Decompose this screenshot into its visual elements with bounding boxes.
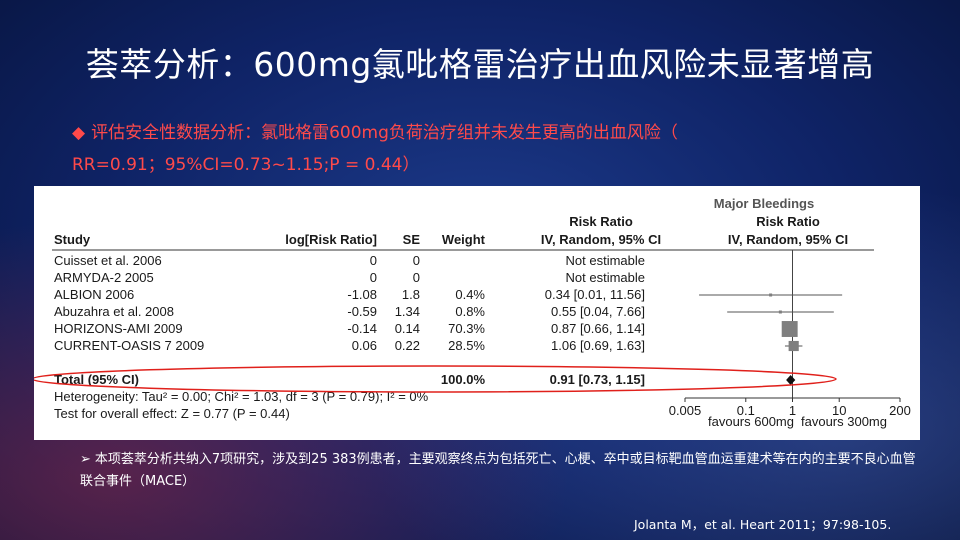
rr-header: Risk Ratio — [569, 214, 633, 229]
table-cell-ci: 0.34 [0.01, 11.56] — [545, 287, 645, 302]
favours-right: favours 300mg — [801, 414, 887, 429]
table-cell-se: 0 — [413, 253, 420, 268]
favours-left: favours 600mg — [708, 414, 794, 429]
total-ci: 0.91 [0.73, 1.15] — [550, 372, 645, 387]
col-se: SE — [403, 232, 421, 247]
overall-effect-text: Test for overall effect: Z = 0.77 (P = 0… — [54, 406, 290, 421]
table-cell-study: ARMYDA-2 2005 — [54, 270, 154, 285]
table-cell-study: Abuzahra et al. 2008 — [54, 304, 174, 319]
table-cell-ci: 0.87 [0.66, 1.14] — [551, 321, 645, 336]
panel-title: Major Bleedings — [714, 196, 814, 211]
bullet-line-1: ◆ 评估安全性数据分析：氯吡格雷600mg负荷治疗组并未发生更高的出血风险（ — [72, 118, 678, 143]
table-cell-logrr: -1.08 — [347, 287, 377, 302]
table-cell-weight: 28.5% — [448, 338, 485, 353]
plot-subheader: IV, Random, 95% CI — [728, 232, 848, 247]
plot-header: Risk Ratio — [756, 214, 820, 229]
plot-area: 0.005 0.1 1 10 200 — [669, 250, 911, 418]
heterogeneity-text: Heterogeneity: Tau² = 0.00; Chi² = 1.03,… — [54, 389, 429, 404]
table-cell-logrr: 0 — [370, 253, 377, 268]
point-estimate-square — [781, 321, 798, 337]
table-cell-se: 0.14 — [395, 321, 420, 336]
table-cell-ci: 0.55 [0.04, 7.66] — [551, 304, 645, 319]
rr-subheader: IV, Random, 95% CI — [541, 232, 661, 247]
col-study: Study — [54, 232, 91, 247]
forest-plot-figure: Major Bleedings Risk Ratio Risk Ratio St… — [34, 186, 920, 440]
bullet-line-2: RR=0.91；95%CI=0.73~1.15;P = 0.44） — [72, 155, 420, 175]
total-weight: 100.0% — [441, 372, 486, 387]
table-cell-weight: 70.3% — [448, 321, 485, 336]
table-cell-ci: Not estimable — [566, 270, 645, 285]
note-text: 本项荟萃分析共纳入7项研究，涉及到25 383例患者，主要观察终点为包括死亡、心… — [80, 452, 916, 489]
table-cell-logrr: 0 — [370, 270, 377, 285]
table-cell-study: Cuisset et al. 2006 — [54, 253, 162, 268]
point-estimate-square — [778, 310, 782, 314]
table-cell-se: 0.22 — [395, 338, 420, 353]
diamond-bullet-icon: ◆ — [72, 123, 86, 143]
pooled-estimate-diamond — [786, 375, 796, 385]
x-axis-tick-label: 10 — [832, 403, 846, 418]
point-estimate-square — [769, 293, 773, 297]
table-cell-study: HORIZONS-AMI 2009 — [54, 321, 183, 336]
table-cell-study: CURRENT-OASIS 7 2009 — [54, 338, 204, 353]
x-axis-tick-label: 200 — [889, 403, 911, 418]
table-cell-weight: 0.8% — [455, 304, 485, 319]
forest-plot-svg: Major Bleedings Risk Ratio Risk Ratio St… — [34, 196, 911, 429]
arrow-bullet-icon: ➢ — [80, 452, 91, 467]
x-axis-tick-label: 0.1 — [737, 403, 755, 418]
table-cell-logrr: 0.06 — [352, 338, 377, 353]
bullet-text-1: 评估安全性数据分析：氯吡格雷600mg负荷治疗组并未发生更高的出血风险（ — [91, 123, 678, 143]
table-cell-logrr: -0.14 — [347, 321, 377, 336]
total-label: Total (95% CI) — [54, 372, 139, 387]
table-cell-se: 1.8 — [402, 287, 420, 302]
table-cell-se: 1.34 — [395, 304, 420, 319]
table-cell-ci: 1.06 [0.69, 1.63] — [551, 338, 645, 353]
total-highlight-ellipse — [34, 365, 837, 393]
study-note: ➢ 本项荟萃分析共纳入7项研究，涉及到25 383例患者，主要观察终点为包括死亡、… — [80, 449, 920, 493]
table-cell-ci: Not estimable — [566, 253, 645, 268]
table-rows: Cuisset et al. 2006 0 0 Not estimable ARMYDA… — [54, 253, 645, 353]
point-estimate-square — [788, 340, 799, 352]
x-axis-tick-label: 0.005 — [669, 403, 702, 418]
slide-title: 荟萃分析：600mg氯吡格雷治疗出血风险未显著增高 — [85, 45, 875, 84]
col-weight: Weight — [442, 232, 486, 247]
table-cell-logrr: -0.59 — [347, 304, 377, 319]
col-logrr: log[Risk Ratio] — [285, 232, 377, 247]
citation: Jolanta M，et al. Heart 2011；97:98-105. — [634, 517, 892, 532]
x-axis-tick-label: 1 — [789, 403, 796, 418]
table-cell-se: 0 — [413, 270, 420, 285]
table-cell-weight: 0.4% — [455, 287, 485, 302]
table-cell-study: ALBION 2006 — [54, 287, 134, 302]
